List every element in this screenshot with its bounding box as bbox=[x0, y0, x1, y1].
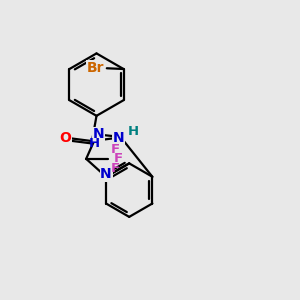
Text: N: N bbox=[100, 167, 112, 182]
Text: O: O bbox=[59, 131, 71, 145]
Text: F: F bbox=[111, 162, 120, 175]
Text: F: F bbox=[113, 152, 123, 165]
Text: Br: Br bbox=[87, 61, 104, 75]
Text: F: F bbox=[111, 143, 120, 156]
Text: N: N bbox=[93, 128, 104, 141]
Text: N: N bbox=[113, 131, 124, 145]
Text: H: H bbox=[88, 137, 100, 150]
Text: H: H bbox=[128, 125, 139, 138]
